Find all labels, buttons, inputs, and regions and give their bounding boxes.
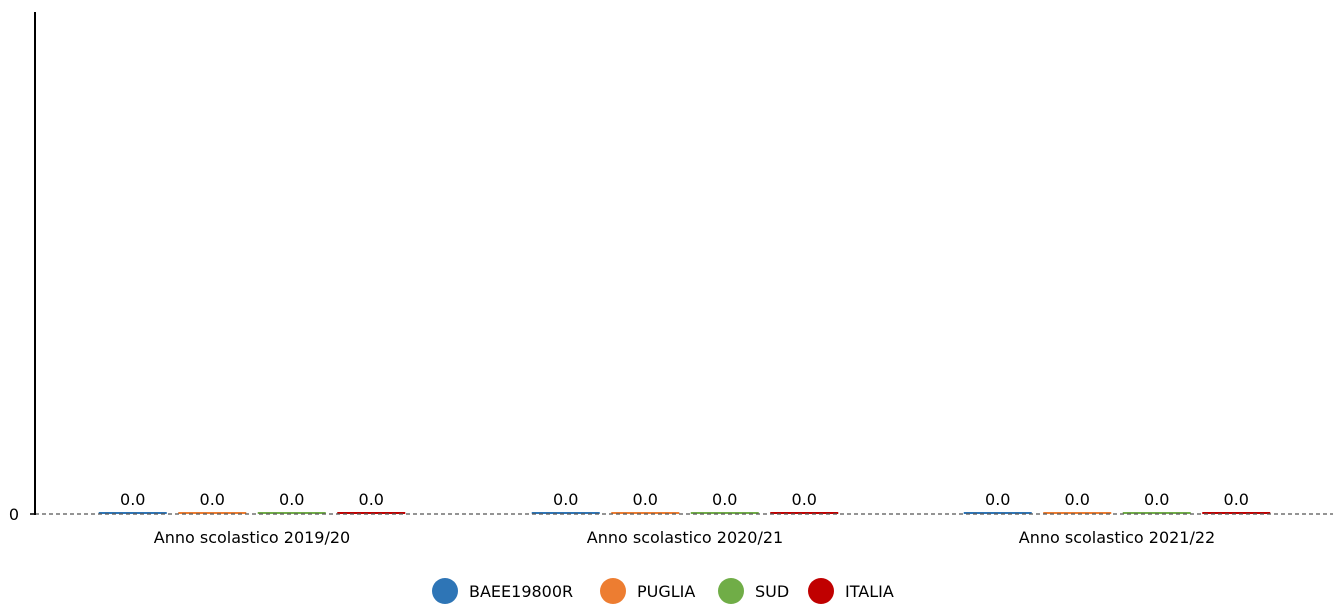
legend-item-puglia: PUGLIA: [600, 578, 695, 604]
data-label: 0.0: [359, 490, 384, 509]
y-axis: 0: [9, 12, 36, 524]
data-label: 0.0: [1144, 490, 1169, 509]
legend-swatch: [432, 578, 458, 604]
bar-sud-1: [257, 512, 326, 514]
bar-baee19800r-1: [98, 512, 167, 514]
bar-puglia-2: [611, 512, 680, 514]
legend-label: PUGLIA: [637, 582, 695, 601]
y-tick-label: 0: [9, 505, 19, 524]
legend-item-italia: ITALIA: [808, 578, 894, 604]
legend-label: SUD: [755, 582, 789, 601]
data-label: 0.0: [792, 490, 817, 509]
data-labels-group: 0.0 0.0 0.0 0.0 0.0 0.0 0.0 0.0 0.0 0.0 0.0 0.0: [120, 490, 1249, 509]
bar-italia-1: [337, 512, 406, 514]
data-label: 0.0: [1224, 490, 1249, 509]
data-label: 0.0: [120, 490, 145, 509]
data-label: 0.0: [712, 490, 737, 509]
bar-puglia-3: [1043, 512, 1112, 514]
data-label: 0.0: [200, 490, 225, 509]
bar-sud-3: [1122, 512, 1191, 514]
bar-italia-2: [770, 512, 839, 514]
bar-italia-3: [1202, 512, 1271, 514]
legend-swatch: [808, 578, 834, 604]
x-tick-label: Anno scolastico 2021/22: [1019, 528, 1215, 547]
data-label: 0.0: [633, 490, 658, 509]
bar-puglia-1: [178, 512, 247, 514]
data-label: 0.0: [279, 490, 304, 509]
bars-group: [98, 512, 1271, 514]
legend-label: BAEE19800R: [469, 582, 573, 601]
legend-swatch: [600, 578, 626, 604]
bar-baee19800r-2: [531, 512, 600, 514]
data-label: 0.0: [985, 490, 1010, 509]
bar-baee19800r-3: [963, 512, 1032, 514]
legend: BAEE19800R PUGLIA SUD ITALIA: [432, 578, 894, 604]
legend-item-sud: SUD: [718, 578, 789, 604]
bar-sud-2: [690, 512, 759, 514]
x-tick-label: Anno scolastico 2020/21: [587, 528, 783, 547]
legend-label: ITALIA: [845, 582, 894, 601]
legend-swatch: [718, 578, 744, 604]
data-label: 0.0: [553, 490, 578, 509]
data-label: 0.0: [1065, 490, 1090, 509]
x-axis: Anno scolastico 2019/20 Anno scolastico 2…: [35, 513, 1333, 547]
legend-item-baee19800r: BAEE19800R: [432, 578, 573, 604]
x-tick-label: Anno scolastico 2019/20: [154, 528, 350, 547]
